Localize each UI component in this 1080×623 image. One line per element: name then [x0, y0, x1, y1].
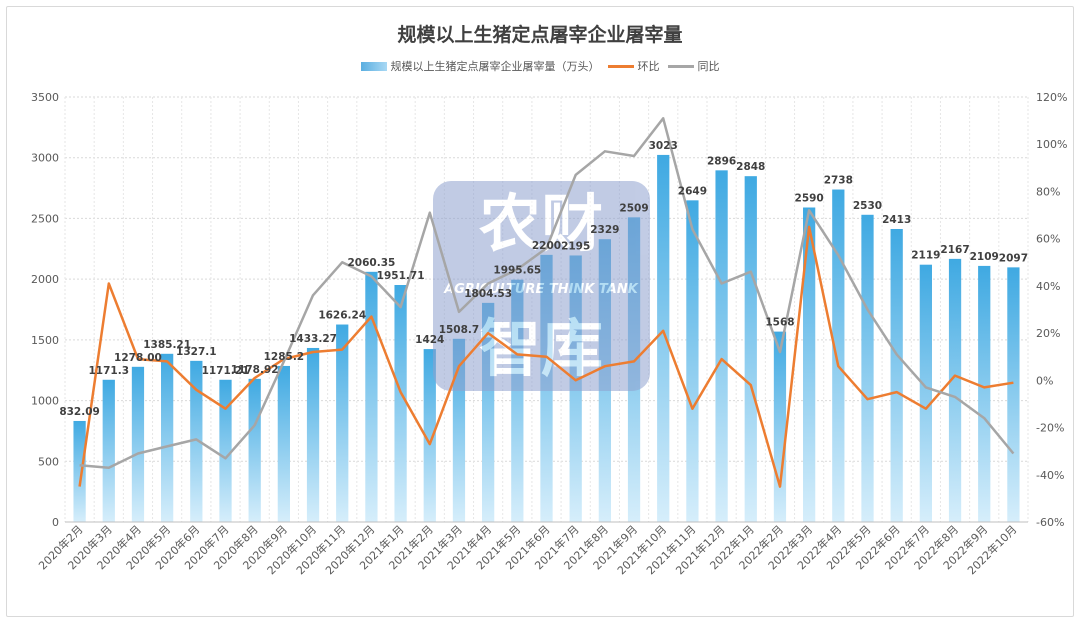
chart-legend: 规模以上生猪定点屠宰企业屠宰量（万头） 环比 同比 [0, 58, 1080, 74]
bar-value-label: 2590 [795, 193, 824, 205]
bar [890, 228, 903, 522]
y-left-tick-label: 2500 [31, 212, 59, 225]
legend-swatch-yoy [667, 64, 694, 68]
bar [744, 176, 757, 522]
bar [978, 265, 991, 522]
bar-value-label: 1508.7 [439, 324, 480, 336]
watermark-top-text: 农财 [479, 187, 603, 260]
bar-value-label: 1171.21 [202, 365, 250, 377]
bar [394, 285, 407, 522]
y-right-tick-label: 120% [1036, 91, 1067, 104]
y-left-tick-label: 2000 [31, 273, 59, 286]
y-right-tick-label: -20% [1036, 422, 1064, 435]
bar [861, 214, 874, 523]
bar-value-labels: 832.091171.31278.001385.211327.11171.211… [59, 140, 1028, 418]
chart-title: 规模以上生猪定点屠宰企业屠宰量 [397, 24, 683, 46]
watermark-logo: 农财 AGRICULTURE THINK TANK 智库 [433, 181, 650, 391]
watermark-middle-text: AGRICULTURE THINK TANK [443, 282, 639, 297]
y-right-tick-label: 0% [1036, 374, 1053, 387]
bar-value-label: 2167 [940, 244, 969, 256]
bar [248, 378, 261, 522]
legend-item-yoy: 同比 [667, 58, 720, 74]
watermark-bottom-text: 智库 [479, 312, 603, 385]
bar [190, 360, 203, 522]
y-left-tick-label: 3500 [31, 91, 59, 104]
y-left-tick-label: 0 [52, 516, 59, 529]
bar [73, 420, 86, 522]
line-mom [78, 225, 1014, 488]
bar-value-label: 1951.71 [377, 270, 425, 282]
bar-value-label: 832.09 [59, 406, 100, 418]
bar-value-label: 1568 [765, 317, 794, 329]
bar-value-label: 2119 [911, 250, 940, 262]
bar [102, 379, 115, 522]
y-right-tick-label: -60% [1036, 516, 1064, 529]
y-right-tick-label: 40% [1036, 280, 1060, 293]
bar-value-label: 2848 [736, 161, 765, 173]
bar [131, 366, 145, 522]
y-left-tick-label: 1000 [31, 395, 59, 408]
legend-item-volume: 规模以上生猪定点屠宰企业屠宰量（万头） [360, 58, 600, 74]
bar-value-label: 1178.92 [231, 364, 279, 376]
y-right-tick-label: 80% [1036, 185, 1060, 198]
bar-value-label: 2109 [970, 251, 999, 263]
legend-swatch-mom [607, 64, 634, 68]
bar-value-label: 2530 [853, 200, 882, 212]
bar-value-label: 2060.35 [347, 257, 395, 269]
y-left-tick-label: 3000 [31, 152, 59, 165]
bar [919, 264, 932, 522]
bar-value-label: 2509 [619, 202, 648, 214]
bar-value-label: 2200 [532, 240, 561, 252]
bar-value-label: 2738 [824, 175, 853, 187]
y-right-tick-label: -40% [1036, 469, 1064, 482]
bar [715, 170, 728, 523]
legend-label-mom: 环比 [637, 60, 660, 73]
bar-value-label: 2413 [882, 214, 911, 226]
bar-value-label: 1171.3 [89, 365, 130, 377]
bar [161, 353, 174, 522]
bar [686, 200, 699, 523]
bar [219, 379, 232, 522]
bar-value-label: 1433.27 [289, 333, 337, 345]
y-right-tick-label: 60% [1036, 233, 1060, 246]
bar-value-label: 2896 [707, 155, 736, 167]
bar-value-label: 1327.1 [176, 346, 217, 358]
bar-value-label: 1424 [415, 334, 444, 346]
bar-value-label: 1626.24 [318, 310, 366, 322]
y-left-tick-label: 500 [38, 455, 59, 468]
bar-value-label: 2195 [561, 240, 590, 252]
bar-value-label: 2097 [999, 252, 1028, 264]
line-yoy [79, 117, 1015, 469]
bar-series [73, 154, 1020, 523]
bar [306, 347, 320, 522]
bar [803, 207, 816, 522]
bar-value-label: 1385.21 [143, 339, 191, 351]
bar [948, 258, 962, 522]
bar [1007, 267, 1020, 522]
bar-value-label: 1995.65 [493, 265, 541, 277]
y-right-tick-label: 20% [1036, 327, 1060, 340]
bar [365, 271, 378, 522]
line-series [78, 117, 1015, 488]
bar [832, 189, 845, 522]
bar [336, 324, 349, 522]
y-left-tick-label: 1500 [31, 334, 59, 347]
y-right-tick-label: 100% [1036, 138, 1067, 151]
legend-swatch-volume [360, 61, 387, 71]
bar [657, 154, 670, 522]
bar [277, 365, 290, 522]
bar-value-label: 2649 [678, 185, 707, 197]
bar [423, 349, 436, 522]
bar-value-label: 1278.00 [114, 352, 162, 364]
bar-value-label: 3023 [649, 140, 678, 152]
legend-label-yoy: 同比 [697, 60, 720, 73]
bar-value-label: 2329 [590, 224, 619, 236]
bar-value-label: 1285.2 [264, 351, 305, 363]
legend-item-mom: 环比 [607, 58, 660, 74]
legend-label-volume: 规模以上生猪定点屠宰企业屠宰量（万头） [390, 60, 600, 73]
bar [773, 331, 787, 522]
bar-value-label: 1804.53 [464, 288, 512, 300]
